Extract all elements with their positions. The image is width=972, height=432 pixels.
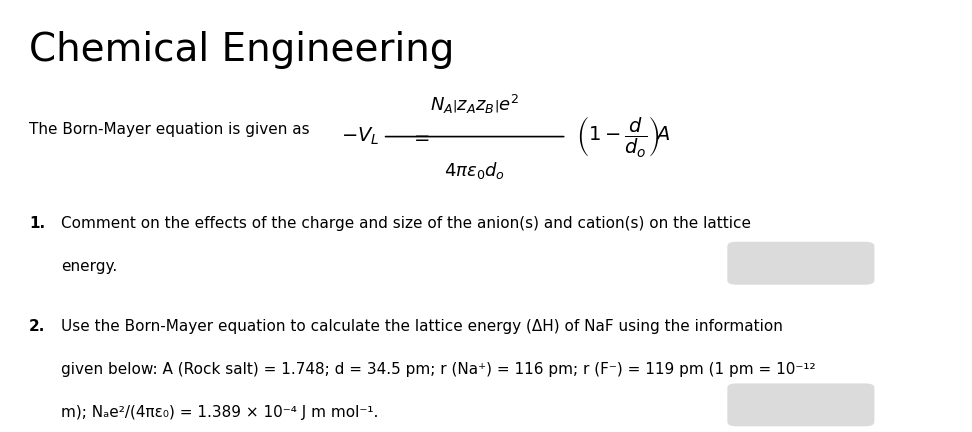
Text: Use the Born-Mayer equation to calculate the lattice energy (ΔH) of NaF using th: Use the Born-Mayer equation to calculate… <box>61 319 783 334</box>
Text: energy.: energy. <box>61 259 118 274</box>
FancyBboxPatch shape <box>727 383 875 426</box>
Text: $N_A\left|z_Az_B\right|e^2$: $N_A\left|z_Az_B\right|e^2$ <box>430 93 519 116</box>
Text: The Born-Mayer equation is given as: The Born-Mayer equation is given as <box>29 121 309 137</box>
Text: 1.: 1. <box>29 216 45 231</box>
Text: given below: A (Rock salt) = 1.748; d = 34.5 pm; r (Na⁺) = 116 pm; r (F⁻) = 119 : given below: A (Rock salt) = 1.748; d = … <box>61 362 816 377</box>
Text: $=$: $=$ <box>410 127 431 146</box>
Text: 2.: 2. <box>29 319 46 334</box>
Text: $4\pi\varepsilon_0 d_o$: $4\pi\varepsilon_0 d_o$ <box>444 160 505 181</box>
FancyBboxPatch shape <box>727 242 875 285</box>
Text: $-V_L$: $-V_L$ <box>341 126 380 147</box>
Text: Chemical Engineering: Chemical Engineering <box>29 32 454 70</box>
Text: Comment on the effects of the charge and size of the anion(s) and cation(s) on t: Comment on the effects of the charge and… <box>61 216 751 231</box>
Text: m); Nₐe²/(4πε₀) = 1.389 × 10⁻⁴ J m mol⁻¹.: m); Nₐe²/(4πε₀) = 1.389 × 10⁻⁴ J m mol⁻¹… <box>61 405 378 420</box>
Text: $\left(1-\dfrac{d}{d_o}\right)\!A$: $\left(1-\dfrac{d}{d_o}\right)\!A$ <box>575 114 671 159</box>
